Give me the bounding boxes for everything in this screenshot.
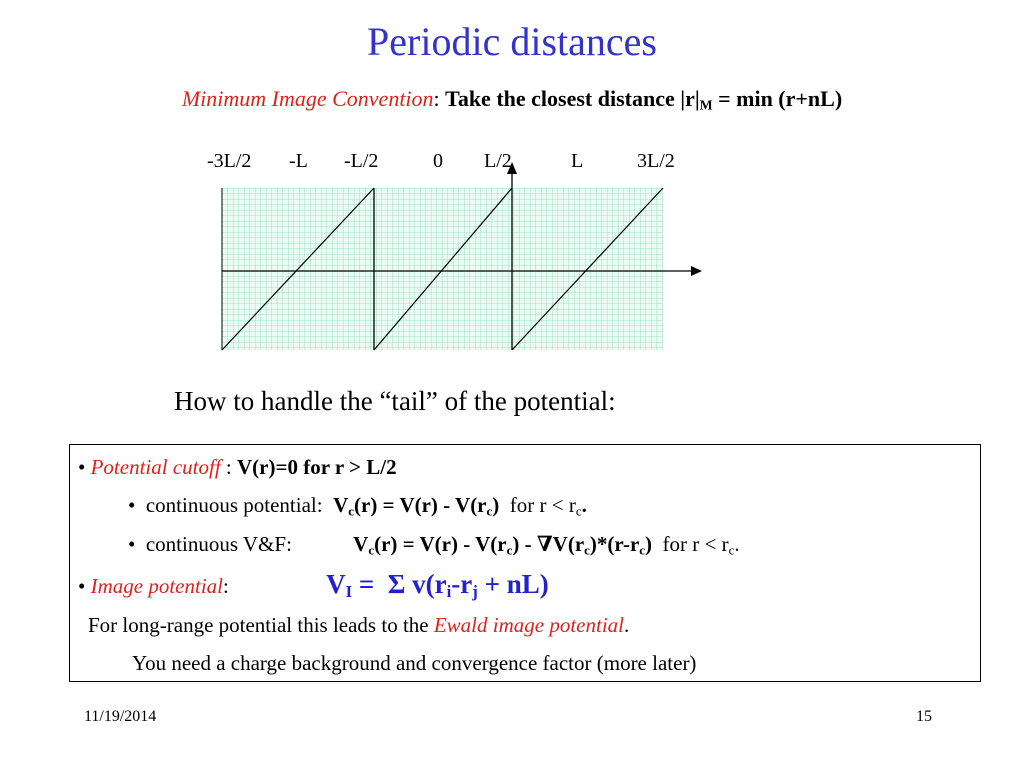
- tick-label: -L: [289, 150, 308, 172]
- subtitle: Minimum Image Convention: Take the close…: [0, 86, 1024, 113]
- ewald-name: Ewald image potential: [433, 613, 624, 637]
- tick-label: -3L/2: [207, 150, 252, 172]
- ewald-line: For long-range potential this leads to t…: [88, 613, 630, 637]
- slide-title: Periodic distances: [367, 19, 657, 64]
- image-potential-formula: VI = Σ v(ri-rj + nL): [326, 569, 549, 602]
- tick-label: -L/2: [344, 150, 379, 172]
- axis-tick-labels: -3L/2 -L -L/2 0 L/2 L 3L/2: [0, 150, 1024, 174]
- cutoff-line: • Potential cutoff : V(r)=0 for r > L/2: [78, 455, 397, 479]
- cutoff-label: Potential cutoff: [90, 455, 221, 479]
- continuous-potential-line: • continuous potential: Vc(r) = V(r) - V…: [128, 493, 587, 519]
- subtitle-colon: :: [433, 86, 440, 111]
- potential-methods-box: • Potential cutoff : V(r)=0 for r > L/2 …: [69, 444, 981, 682]
- continuous-vf-condition: for r < rc.: [657, 532, 740, 558]
- y-axis-arrow: [507, 162, 517, 174]
- subtitle-rule: Take the closest distance: [445, 86, 675, 111]
- continuous-potential-condition: for r < rc.: [504, 493, 587, 519]
- image-potential-line: • Image potential: VI = Σ v(ri-rj + nL): [78, 569, 549, 602]
- tick-label: 3L/2: [637, 150, 675, 172]
- continuous-vf-formula: Vc(r) = V(r) - V(rc) - ∇V(rc)*(r-rc): [353, 532, 653, 558]
- convention-name: Minimum Image Convention: [181, 86, 434, 111]
- sawtooth-ramp: [221, 187, 375, 351]
- tick-label: L: [571, 150, 584, 172]
- tick-label: L/2: [484, 150, 512, 172]
- tail-heading: How to handle the “tail” of the potentia…: [174, 386, 616, 416]
- tick-label: 0: [433, 150, 443, 172]
- footer-page-number: 15: [916, 708, 932, 725]
- image-potential-label: Image potential: [90, 574, 223, 598]
- continuous-potential-label: continuous potential:: [145, 493, 323, 517]
- sawtooth-ramp: [511, 187, 664, 351]
- ewald-prefix: For long-range potential this leads to t…: [88, 613, 429, 637]
- continuous-vf-label: continuous V&F:: [145, 532, 292, 556]
- x-axis-arrow: [691, 266, 702, 276]
- background-note: You need a charge background and converg…: [132, 651, 697, 675]
- subtitle-formula: |r|M = min (r+nL): [680, 86, 843, 113]
- sawtooth-ramp: [373, 187, 513, 351]
- continuous-vf-line: • continuous V&F: Vc(r) = V(r) - V(rc) -…: [128, 532, 740, 558]
- cutoff-rule: V(r)=0 for r > L/2: [237, 455, 397, 479]
- continuous-potential-formula: Vc(r) = V(r) - V(rc): [327, 493, 500, 519]
- footer-date: 11/19/2014: [84, 708, 157, 725]
